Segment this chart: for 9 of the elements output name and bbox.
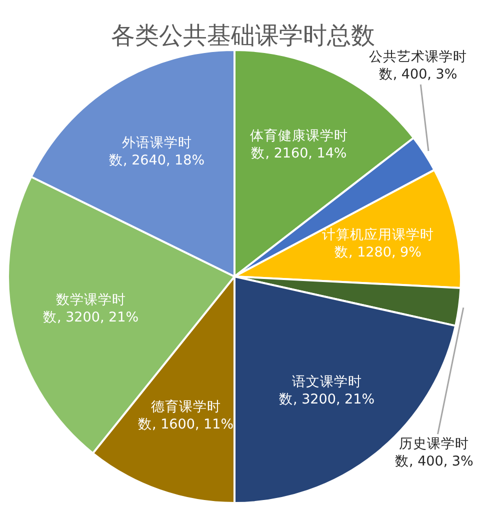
slice-label: 语文课学时数, 3200, 21% xyxy=(279,374,375,408)
slice-label: 计算机应用课学时数, 1280, 9% xyxy=(322,227,434,261)
slice-label: 德育课学时数, 1600, 11% xyxy=(138,398,234,433)
slice-label: 历史课学时数, 400, 3% xyxy=(395,436,474,470)
slice-label: 公共艺术课学时数, 400, 3% xyxy=(369,49,467,83)
chart-title: 各类公共基础课学时总数 xyxy=(111,21,375,50)
slice-label: 数学课学时数, 3200, 21% xyxy=(43,292,139,326)
slice-label: 外语课学时数, 2640, 18% xyxy=(109,135,205,169)
slice-label: 体育健康课学时数, 2160, 14% xyxy=(250,127,348,162)
